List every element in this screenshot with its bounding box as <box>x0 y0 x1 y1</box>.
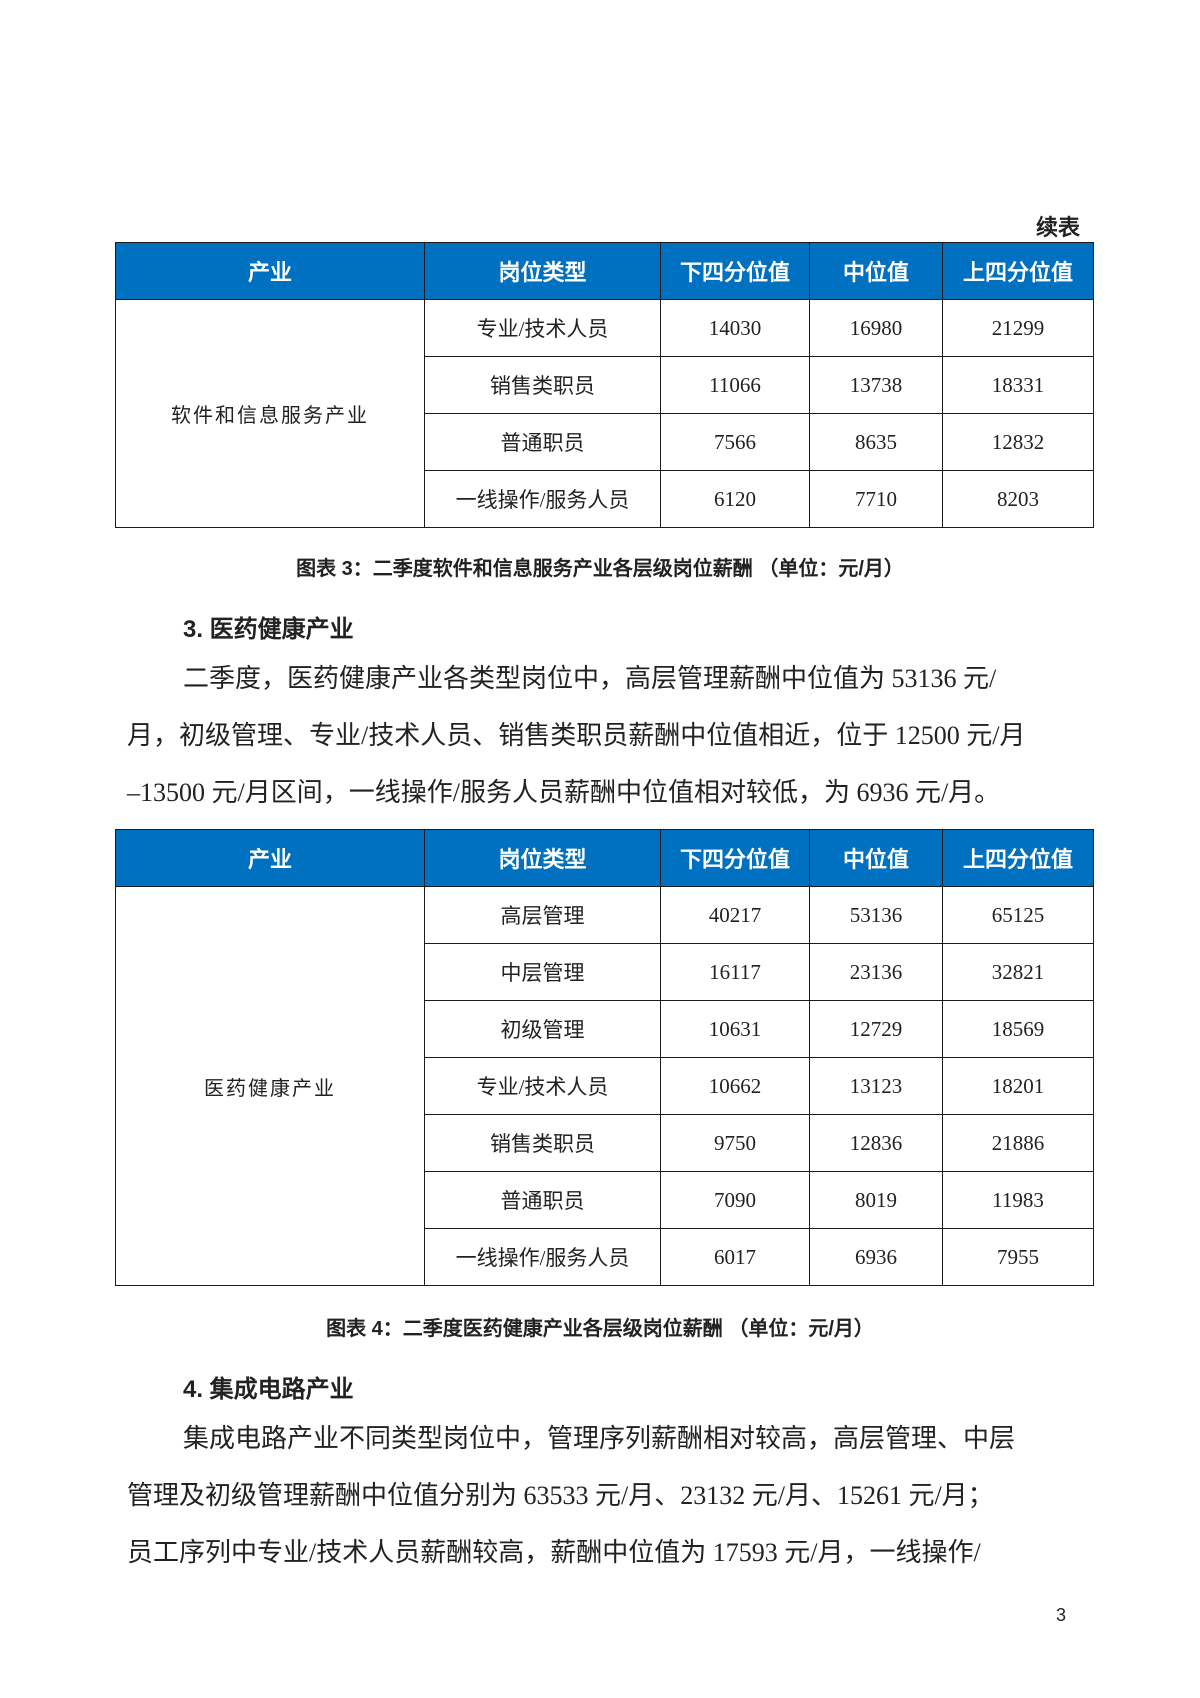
table-row: 普通职员 7566 8635 12832 <box>116 413 1094 471</box>
col-header-industry: 产业 <box>115 242 425 300</box>
upper-quartile-cell: 18569 <box>942 1000 1094 1058</box>
col-header-lower-quartile: 下四分位值 <box>660 829 810 887</box>
upper-quartile-cell: 7955 <box>942 1228 1094 1286</box>
industry-cell: 医药健康产业 <box>115 886 425 1286</box>
table4-caption: 图表 4：二季度医药健康产业各层级岗位薪酬 （单位：元/月） <box>326 1318 874 1340</box>
lower-quartile-cell: 16117 <box>660 943 810 1001</box>
page-number: 3 <box>1056 1605 1067 1625</box>
upper-quartile-cell: 32821 <box>942 943 1094 1001</box>
position-cell: 初级管理 <box>424 1000 661 1058</box>
median-cell: 6936 <box>809 1228 943 1286</box>
median-cell: 13123 <box>809 1057 943 1115</box>
paragraph-line: 集成电路产业不同类型岗位中，管理序列薪酬相对较高，高层管理、中层 <box>183 1424 1016 1453</box>
lower-quartile-cell: 40217 <box>660 886 810 944</box>
paragraph-line: 二季度，医药健康产业各类型岗位中，高层管理薪酬中位值为 53136 元/ <box>183 664 997 693</box>
lower-quartile-cell: 7090 <box>660 1171 810 1229</box>
section4-paragraph: 集成电路产业不同类型岗位中，管理序列薪酬相对较高，高层管理、中层 管理及初级管理… <box>127 1410 1082 1581</box>
col-header-upper-quartile: 上四分位值 <box>942 242 1094 300</box>
salary-table-pharma: 产业 岗位类型 下四分位值 中位值 上四分位值 医药健康产业 高层管理 40217 5… <box>115 829 1094 1286</box>
position-cell: 中层管理 <box>424 943 661 1001</box>
lower-quartile-cell: 10631 <box>660 1000 810 1058</box>
median-cell: 23136 <box>809 943 943 1001</box>
paragraph-line: 月，初级管理、专业/技术人员、销售类职员薪酬中位值相近，位于 12500 元/月 <box>127 721 1026 750</box>
upper-quartile-cell: 18331 <box>942 356 1094 414</box>
upper-quartile-cell: 12832 <box>942 413 1094 471</box>
continued-table-label: 续表 <box>1035 215 1080 240</box>
median-cell: 7710 <box>809 470 943 528</box>
section3-paragraph: 二季度，医药健康产业各类型岗位中，高层管理薪酬中位值为 53136 元/ 月，初… <box>127 650 1082 821</box>
paragraph-line: 员工序列中专业/技术人员薪酬较高，薪酬中位值为 17593 元/月，一线操作/ <box>127 1538 981 1567</box>
position-cell: 销售类职员 <box>424 1114 661 1172</box>
table-row: 销售类职员 9750 12836 21886 <box>116 1114 1094 1172</box>
upper-quartile-cell: 8203 <box>942 470 1094 528</box>
industry-cell: 软件和信息服务产业 <box>115 299 425 528</box>
median-cell: 8635 <box>809 413 943 471</box>
table-row: 医药健康产业 高层管理 40217 53136 65125 <box>115 886 1094 1286</box>
paragraph-line: –13500 元/月区间，一线操作/服务人员薪酬中位值相对较低，为 6936 元… <box>127 778 1001 807</box>
col-header-industry: 产业 <box>115 829 425 887</box>
position-cell: 销售类职员 <box>424 356 661 414</box>
lower-quartile-cell: 11066 <box>660 356 810 414</box>
lower-quartile-cell: 6120 <box>660 470 810 528</box>
median-cell: 12729 <box>809 1000 943 1058</box>
table-row: 软件和信息服务产业 专业/技术人员 14030 16980 21299 <box>115 299 1094 528</box>
section4-heading: 4. 集成电路产业 <box>183 1376 354 1403</box>
table-header-row: 产业 岗位类型 下四分位值 中位值 上四分位值 <box>115 242 1094 300</box>
position-cell: 一线操作/服务人员 <box>424 470 661 528</box>
position-cell: 普通职员 <box>424 413 661 471</box>
table-row: 一线操作/服务人员 6120 7710 8203 <box>116 470 1094 528</box>
col-header-position: 岗位类型 <box>424 829 661 887</box>
position-cell: 专业/技术人员 <box>424 299 661 357</box>
median-cell: 16980 <box>809 299 943 357</box>
table-row: 中层管理 16117 23136 32821 <box>116 943 1094 1001</box>
median-cell: 13738 <box>809 356 943 414</box>
paragraph-line: 管理及初级管理薪酬中位值分别为 63533 元/月、23132 元/月、1526… <box>127 1481 994 1510</box>
position-cell: 高层管理 <box>424 886 661 944</box>
upper-quartile-cell: 11983 <box>942 1171 1094 1229</box>
lower-quartile-cell: 7566 <box>660 413 810 471</box>
col-header-position: 岗位类型 <box>424 242 661 300</box>
col-header-median: 中位值 <box>809 242 943 300</box>
upper-quartile-cell: 21886 <box>942 1114 1094 1172</box>
lower-quartile-cell: 6017 <box>660 1228 810 1286</box>
median-cell: 8019 <box>809 1171 943 1229</box>
table-row: 初级管理 10631 12729 18569 <box>116 1000 1094 1058</box>
col-header-median: 中位值 <box>809 829 943 887</box>
lower-quartile-cell: 10662 <box>660 1057 810 1115</box>
lower-quartile-cell: 9750 <box>660 1114 810 1172</box>
section3-heading: 3. 医药健康产业 <box>183 616 354 643</box>
position-cell: 一线操作/服务人员 <box>424 1228 661 1286</box>
table3-caption: 图表 3：二季度软件和信息服务产业各层级岗位薪酬 （单位：元/月） <box>296 558 904 580</box>
position-cell: 专业/技术人员 <box>424 1057 661 1115</box>
col-header-upper-quartile: 上四分位值 <box>942 829 1094 887</box>
upper-quartile-cell: 65125 <box>942 886 1094 944</box>
upper-quartile-cell: 18201 <box>942 1057 1094 1115</box>
median-cell: 53136 <box>809 886 943 944</box>
median-cell: 12836 <box>809 1114 943 1172</box>
table-header-row: 产业 岗位类型 下四分位值 中位值 上四分位值 <box>115 829 1094 887</box>
upper-quartile-cell: 21299 <box>942 299 1094 357</box>
position-cell: 普通职员 <box>424 1171 661 1229</box>
table-row: 一线操作/服务人员 6017 6936 7955 <box>116 1228 1094 1286</box>
table-row: 专业/技术人员 10662 13123 18201 <box>116 1057 1094 1115</box>
salary-table-software: 产业 岗位类型 下四分位值 中位值 上四分位值 软件和信息服务产业 专业/技术人员… <box>115 242 1094 528</box>
col-header-lower-quartile: 下四分位值 <box>660 242 810 300</box>
lower-quartile-cell: 14030 <box>660 299 810 357</box>
